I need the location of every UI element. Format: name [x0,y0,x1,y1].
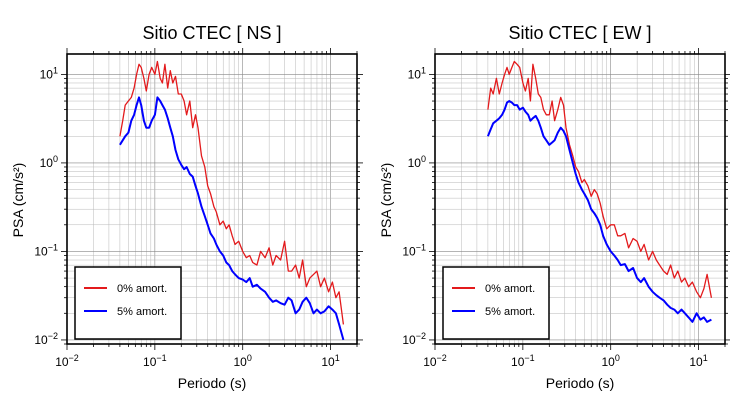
x-tick-label: 10−2 [55,353,79,369]
legend-entry: 0% amort. [117,283,167,295]
y-tick-label: 101 [408,65,426,81]
chart-title: Sitio CTEC [ EW ] [508,23,651,43]
legend-box [74,266,182,340]
x-tick-label: 100 [234,353,252,369]
y-tick-label: 101 [40,65,58,81]
series-line-blue [486,100,712,323]
x-axis-label: Periodo (s) [546,375,614,391]
legend-entry: 5% amort. [117,306,167,318]
legend: 0% amort. 5% amort. [74,266,182,340]
x-tick-label: 101 [321,353,339,369]
y-axis-label: PSA (cm/s²) [10,163,26,238]
series-line-blue [119,96,345,341]
chart-panel-ns: Sitio CTEC [ NS ] Periodo (s) PSA (cm/s²… [10,23,363,391]
x-tick-label: 100 [602,353,620,369]
y-tick-label: 10−2 [34,331,58,347]
series-line-red [119,60,345,325]
legend: 0% amort. 5% amort. [442,266,550,340]
chart-title: Sitio CTEC [ NS ] [142,23,281,43]
chart-panel-ew: Sitio CTEC [ EW ] Periodo (s) PSA (cm/s²… [378,23,730,391]
y-axis-label: PSA (cm/s²) [378,163,394,238]
x-axis-label: Periodo (s) [178,375,246,391]
legend-entry: 5% amort. [485,306,535,318]
x-tick-label: 10−1 [143,353,167,369]
y-tick-label: 100 [40,154,58,170]
plot-frame [66,53,358,345]
legend-box [442,266,550,340]
y-tick-label: 10−1 [402,242,426,258]
x-tick-label: 10−2 [423,353,447,369]
y-tick-label: 10−1 [34,242,58,258]
y-tick-label: 10−2 [402,331,426,347]
series-line-red [487,60,713,299]
x-tick-label: 101 [689,353,707,369]
legend-entry: 0% amort. [485,283,535,295]
y-tick-label: 100 [408,154,426,170]
plot-frame [434,53,726,345]
axis-ticks [429,48,730,350]
x-tick-label: 10−1 [511,353,535,369]
